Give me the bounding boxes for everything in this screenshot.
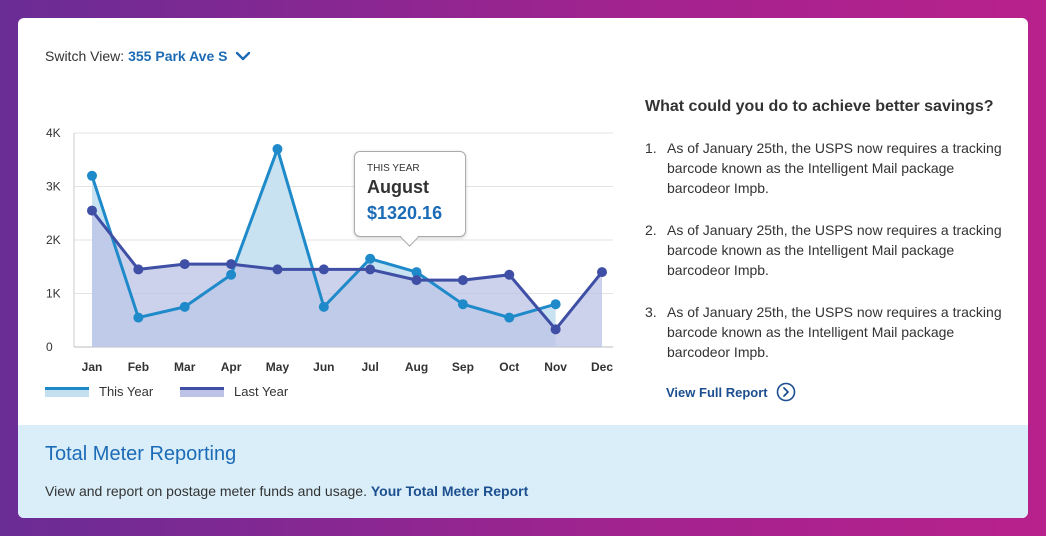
legend-swatch-last-year [180,386,224,397]
point-this-year [226,269,237,280]
y-tick-label: 3K [46,180,61,194]
tip-number: 3. [645,304,657,320]
tooltip-label: THIS YEAR [367,163,420,174]
point-last-year [504,269,515,280]
point-last-year [597,267,607,278]
tips-list: 1. As of January 25th, the USPS now requ… [645,138,1005,384]
tip-item: 2. As of January 25th, the USPS now requ… [645,220,1005,280]
legend-label-last-year: Last Year [234,384,289,399]
legend-label-this-year: This Year [99,384,154,399]
point-this-year [365,253,376,264]
point-this-year [179,301,190,312]
savings-chart: 0 1K 2K 3K 4K Jan Feb Mar Apr May Jun Jul Aug Sep Oct N… [46,126,613,374]
tip-text: As of January 25th, the USPS now require… [667,140,1002,196]
tip-number: 2. [645,222,657,238]
location-selector[interactable]: 355 Park Ave S [128,48,228,64]
point-last-year [272,264,283,275]
x-tick-label: Nov [544,360,567,374]
x-tick-label: May [266,360,290,374]
total-meter-reporting: Total Meter Reporting View and report on… [18,425,1028,518]
view-full-report-label[interactable]: View Full Report [666,384,768,400]
chart-tooltip: THIS YEAR August $1320.16 [354,151,466,247]
y-tick-label: 2K [46,233,61,247]
dashboard-card: Switch View: 355 Park Ave S 0 1K 2K 3K 4K Jan… [18,18,1028,518]
area-last-year [92,210,602,347]
chevron-down-icon[interactable] [235,51,251,61]
tooltip-month: August [367,177,429,197]
x-tick-label: Jun [313,360,334,374]
y-tick-label: 0 [46,340,53,354]
x-tick-label: Mar [174,360,196,374]
footer-description: View and report on postage meter funds a… [45,483,367,499]
y-tick-label: 4K [46,126,61,140]
x-tick-label: Aug [405,360,428,374]
point-this-year [318,301,329,312]
x-tick-label: Apr [221,360,242,374]
x-tick-label: Dec [591,360,613,374]
point-last-year [133,264,144,275]
point-this-year [411,267,422,278]
tooltip-value: $1320.16 [367,203,443,223]
switch-view-label: Switch View: [45,48,125,64]
y-tick-label: 1K [46,287,61,301]
point-last-year [411,275,422,286]
point-this-year [457,299,468,310]
point-this-year [133,312,144,323]
point-last-year [318,264,329,275]
view-full-report-link[interactable]: View Full Report [666,382,796,402]
point-last-year [179,259,190,270]
point-last-year [87,205,97,216]
tip-number: 1. [645,140,657,156]
x-tick-label: Feb [128,360,149,374]
x-tick-label: Sep [452,360,474,374]
point-last-year [226,259,237,270]
x-tick-label: Jul [362,360,379,374]
tip-text: As of January 25th, the USPS now require… [667,222,1002,278]
point-this-year [504,312,515,323]
point-this-year [272,144,283,155]
point-last-year [365,264,376,275]
point-this-year [550,299,561,310]
point-last-year [457,275,468,286]
point-last-year [550,324,561,335]
chevron-right-circle-icon[interactable] [776,382,796,402]
line-last-year [90,209,604,331]
legend-swatch-this-year [45,386,89,397]
tips-title: What could you do to achieve better savi… [645,98,994,115]
tip-item: 3. As of January 25th, the USPS now requ… [645,302,1005,362]
legend-last-year: Last Year [180,384,288,399]
total-meter-report-link[interactable]: Your Total Meter Report [370,483,529,499]
switch-view: Switch View: 355 Park Ave S [45,48,251,64]
point-this-year [87,170,97,181]
x-tick-label: Jan [82,360,103,374]
footer-title: Total Meter Reporting [45,443,237,465]
tip-item: 1. As of January 25th, the USPS now requ… [645,138,1005,198]
legend-this-year: This Year [45,384,153,399]
tip-text: As of January 25th, the USPS now require… [667,304,1002,360]
x-tick-label: Oct [499,360,519,374]
footer-text: View and report on postage meter funds a… [45,483,528,499]
